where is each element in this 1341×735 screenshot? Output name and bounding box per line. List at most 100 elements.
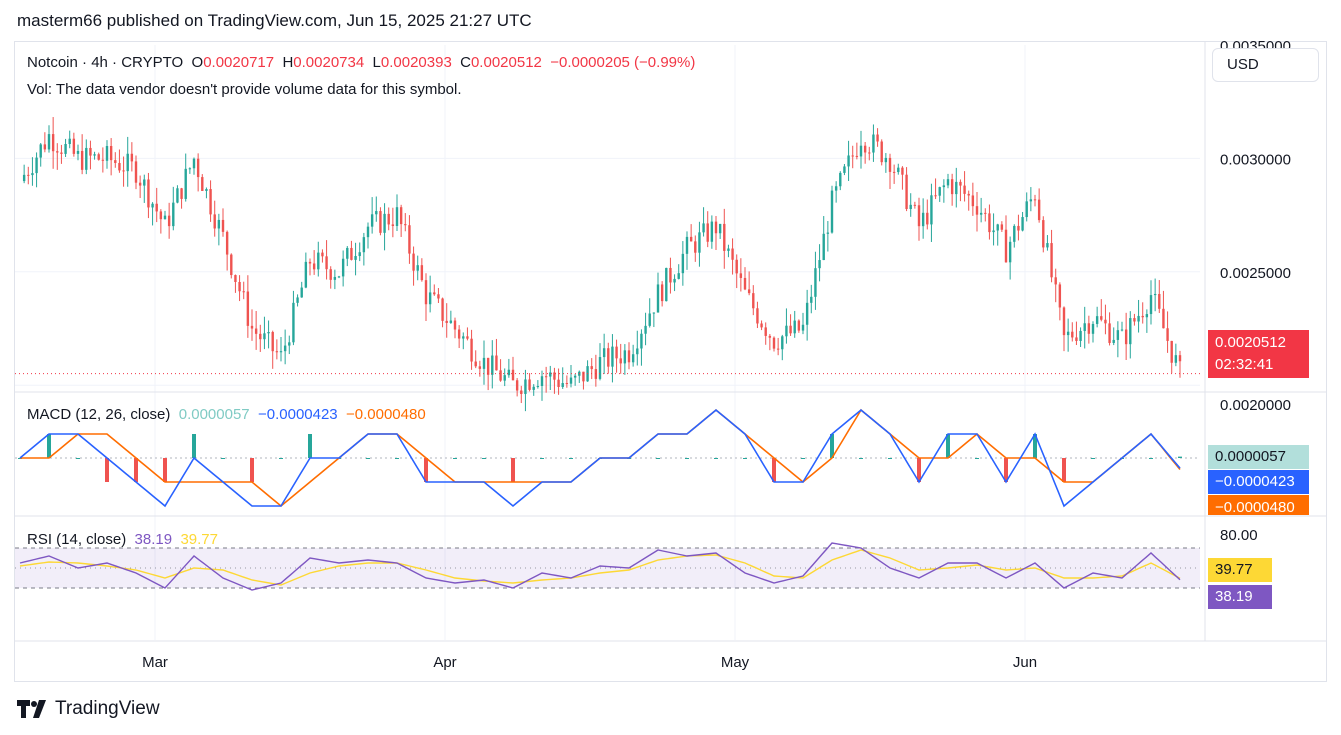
ohlc-legend: Notcoin · 4h · CRYPTO O0.0020717 H0.0020… [27,54,696,71]
candle-body [1153,293,1157,296]
macd-histogram-bar [859,458,863,459]
macd-histogram-bar [714,458,718,459]
candle-body [31,173,34,176]
publish-header: masterm66 published on TradingView.com, … [17,11,532,30]
candle-body [375,211,378,215]
candle-body [60,152,63,154]
candle-body [992,230,995,233]
macd-line-value: −0.0000423 [257,406,338,423]
candle-body [872,134,875,153]
candle-body [1000,224,1004,230]
candle-body [739,273,743,278]
change-value: −0.0000205 (−0.99%) [550,54,696,71]
candle-body [126,153,129,172]
candle-body [656,284,660,313]
candle-body [689,236,693,242]
candle-body [859,145,863,157]
candle-body [938,187,941,196]
currency-button[interactable]: USD [1212,48,1319,82]
candle-body [1033,199,1037,201]
candle-body [242,291,245,293]
close-value: 0.0020512 [470,54,542,71]
candle-body [118,162,121,171]
symbol-label[interactable]: Notcoin · 4h · CRYPTO [27,54,184,71]
candle-body [271,332,274,352]
candle-body [97,154,100,160]
candle-body [776,348,780,350]
candle-body [362,237,366,253]
candle-body [184,168,187,199]
candle-body [984,212,987,214]
candle-body [288,342,291,346]
candle-body [706,223,709,242]
rsi-pane [19,542,1181,591]
candle-body [333,276,337,280]
candle-body [346,247,349,259]
macd-histogram-bar [1091,458,1095,459]
candle-body [350,247,353,260]
macd-histogram-bar [1004,458,1008,482]
candle-body [694,241,697,253]
candle-body [760,323,763,328]
candle-body [553,372,556,380]
candle-body [913,204,917,206]
candle-body [101,159,105,161]
macd-histogram-bar [395,458,399,459]
candle-body [379,211,382,233]
candle-body [926,212,929,225]
candle-body [478,366,482,369]
macd-title[interactable]: MACD (12, 26, close) [27,406,171,423]
macd-line-series [19,408,1181,508]
candle-body [1054,277,1057,285]
macd-histogram-bar [134,458,138,482]
footer-brand[interactable]: TradingView [17,698,160,720]
candle-body [234,275,237,282]
last-price-value: 0.0020512 [1215,334,1286,351]
candle-body [250,325,254,329]
candle-body [863,145,867,153]
candle-body [424,280,428,305]
candle-body [155,203,158,212]
footer-brand-label: TradingView [55,698,160,719]
candle-body [810,296,813,303]
candle-body [449,320,453,323]
candle-body [221,219,225,232]
candle-body [772,337,776,349]
candle-body [134,161,138,183]
candle-body [644,325,647,334]
candle-body [623,350,627,364]
candle-body [1046,243,1049,248]
macd-histogram-bar [453,458,457,459]
rsi-ma-value: 39.77 [180,531,218,548]
macd-line-tag: −0.0000423 [1208,470,1309,494]
macd-histogram-bar [946,434,950,458]
candle-body [611,346,614,367]
candle-body [151,203,154,208]
candle-body [43,144,47,150]
candle-body [884,157,888,163]
candle-body [847,155,850,167]
candle-body [942,185,946,188]
candle-body [308,261,312,264]
candle-body [710,221,714,242]
candle-body [723,223,726,251]
rsi-value-tag: 38.19 [1208,585,1272,609]
candle-body [851,155,854,157]
candle-body [681,253,685,274]
candle-body [482,357,486,369]
candle-body [1141,315,1144,318]
macd-histogram-bar [308,434,312,458]
candle-body [665,267,668,302]
candle-body [930,195,933,225]
candle-body [47,134,51,150]
rsi-title[interactable]: RSI (14, close) [27,531,127,548]
candle-body [1042,220,1045,248]
macd-pane [15,408,1200,508]
candle-body [354,256,357,260]
last-price-tag: 0.0020512 02:32:41 [1208,330,1309,378]
price-axis-tick: 0.0025000 [1220,265,1291,282]
candle-body [433,292,436,295]
candle-body [72,138,76,154]
candle-body [441,298,444,321]
